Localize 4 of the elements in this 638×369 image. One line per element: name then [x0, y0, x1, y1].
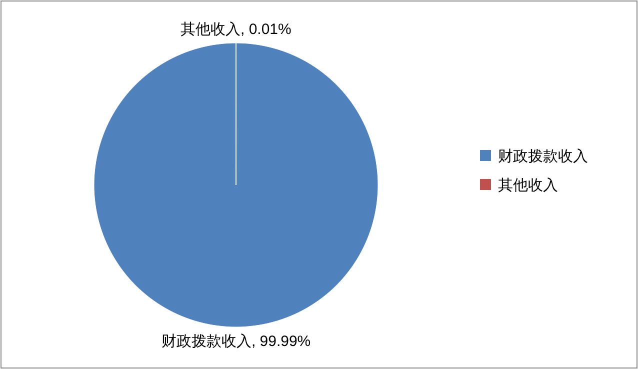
data-label: 其他收入, 0.01% [180, 21, 292, 38]
legend-label: 财政拨款收入 [498, 148, 588, 165]
legend-label: 其他收入 [498, 177, 558, 194]
data-label: 财政拨款收入, 99.99% [161, 333, 311, 350]
